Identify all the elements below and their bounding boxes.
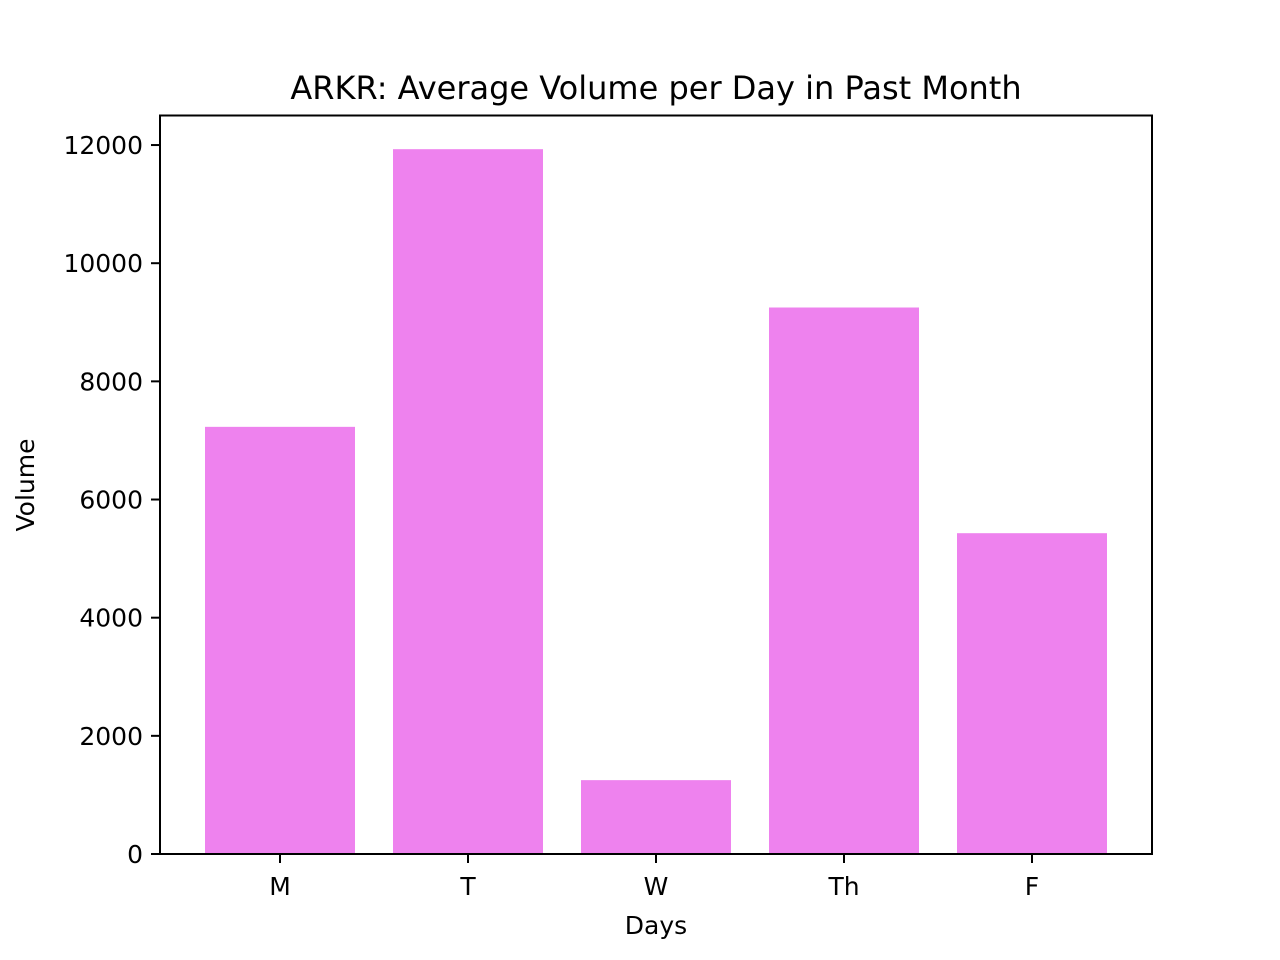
chart-title: ARKR: Average Volume per Day in Past Mon…	[290, 69, 1021, 107]
bar-t	[393, 149, 543, 854]
y-tick-label: 0	[127, 840, 143, 869]
x-tick-label: W	[644, 872, 669, 901]
x-tick-label: T	[459, 872, 476, 901]
y-axis-label: Volume	[11, 439, 40, 532]
y-tick-label: 10000	[63, 249, 143, 278]
bar-w	[581, 780, 731, 854]
y-tick-label: 8000	[79, 367, 143, 396]
x-axis-label: Days	[625, 911, 687, 940]
y-tick-label: 12000	[63, 131, 143, 160]
x-tick-label: F	[1025, 872, 1039, 901]
x-tick-label: M	[269, 872, 291, 901]
bars-group	[205, 149, 1107, 854]
y-tick-label: 4000	[79, 604, 143, 633]
bar-th	[769, 307, 919, 854]
bar-f	[957, 533, 1107, 854]
y-axis: 0 2000 4000 6000 8000 10000 12000	[63, 131, 160, 869]
bar-m	[205, 426, 355, 854]
x-axis: M T W Th F	[269, 854, 1039, 901]
y-tick-label: 2000	[79, 722, 143, 751]
y-tick-label: 6000	[79, 486, 143, 515]
x-tick-label: Th	[827, 872, 859, 901]
